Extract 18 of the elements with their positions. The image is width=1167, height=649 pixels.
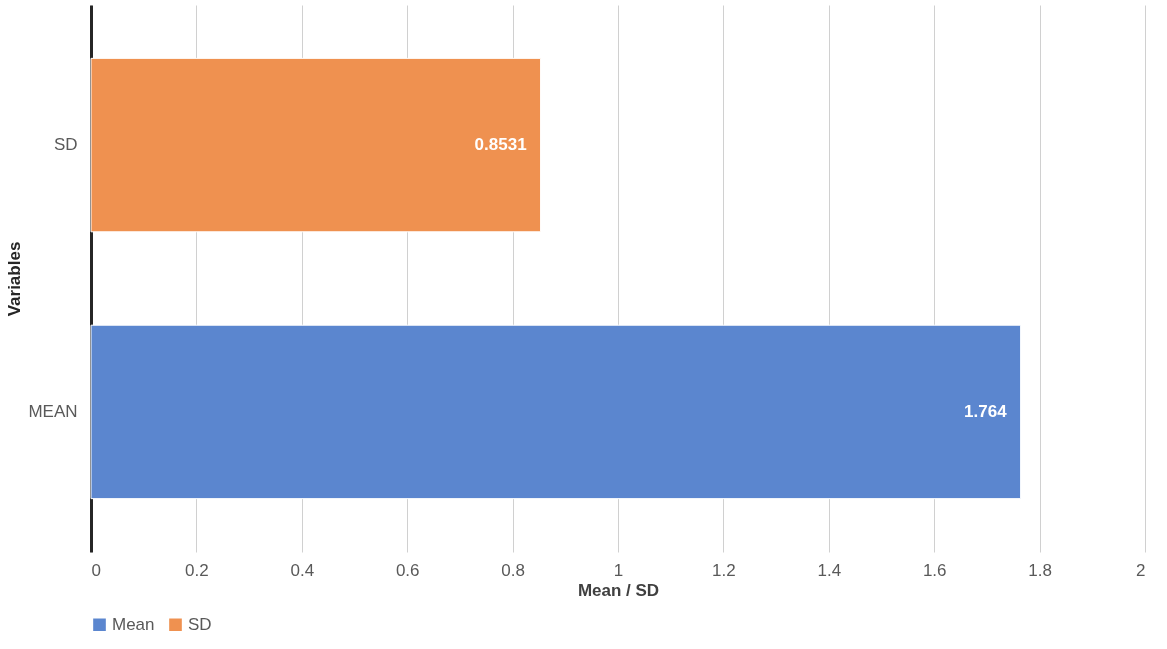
x-tick-label: 0.4 (290, 560, 315, 580)
legend-label: SD (188, 614, 212, 634)
x-tick-label: 1.6 (922, 560, 947, 580)
x-tick-label: 1 (613, 560, 624, 580)
x-axis-title: Mean / SD (577, 580, 660, 600)
x-tick-label: 0.6 (395, 560, 420, 580)
y-axis-title: Variables (5, 241, 25, 317)
data-label: 0.8531 (474, 135, 527, 155)
x-tick-label: 0.8 (501, 560, 525, 580)
x-tick-label: 0 (91, 560, 101, 580)
x-tick-label: 1.4 (817, 560, 842, 580)
data-label: 1.764 (964, 401, 1008, 421)
x-tick-label: 1.2 (712, 560, 736, 580)
x-tick-label: 1.8 (1028, 560, 1052, 580)
y-tick-label: MEAN (28, 401, 78, 421)
x-tick-label: 2 (1136, 560, 1146, 580)
x-tick-label: 0.2 (185, 560, 209, 580)
legend-label: Mean (112, 614, 155, 634)
